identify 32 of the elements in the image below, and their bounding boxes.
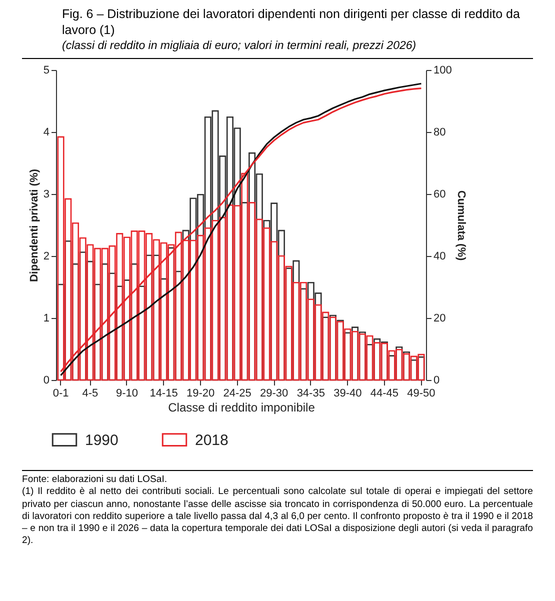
source-note: Fonte: elaborazioni su dati LOSaI. bbox=[22, 474, 168, 486]
x-tick-label: 39-40 bbox=[334, 388, 362, 400]
x-tick-label: 9-10 bbox=[116, 388, 138, 400]
x-tick-label: 29-30 bbox=[260, 388, 288, 400]
text: (1) Il reddito è al netto dei contributi sociali. Le percentuali sono calcolate sul totale di operai e impiegati del settore privato per ciascun anno, nonostante l’asse delle ascisse sia troncato in corrispondenza di 50.000 euro. La percentuale di lavoratori con reddito superiore a tale livello passa dal 4,3 al 6,0 per cento. Il confronto proposto è tra il 1990 e il 2018 – e non tra il 1990 e il 2026 – data la copertura temporale dei dati LOSaI a disposizione degli autori (si veda il paragrafo 2). bbox=[22, 486, 533, 548]
x-tick-label: 19-20 bbox=[186, 388, 215, 400]
y-tick-label: 2 bbox=[43, 250, 50, 262]
x-tick-label: 44-45 bbox=[370, 388, 399, 400]
x-tick-label: 49-50 bbox=[407, 388, 436, 400]
y2-tick-label: 80 bbox=[434, 126, 446, 138]
x-tick-label: 24-25 bbox=[223, 388, 252, 400]
y-tick-label: 1 bbox=[43, 312, 50, 324]
y2-axis-title: Cumulata (%) bbox=[454, 190, 467, 261]
x-tick-label: 14-15 bbox=[150, 388, 178, 400]
chart-subtitle: (classi di reddito in migliaia di euro; valori in termini reali, prezzi 2026) bbox=[62, 39, 418, 54]
y-tick-label: 5 bbox=[43, 64, 50, 76]
y2-tick-label: 40 bbox=[434, 250, 446, 262]
y2-tick-label: 60 bbox=[434, 188, 446, 200]
y-tick-label: 0 bbox=[43, 374, 50, 386]
legend-label: 1990 bbox=[85, 432, 118, 449]
y2-tick-label: 100 bbox=[434, 64, 452, 76]
x-axis-title: Classe di reddito imponibile bbox=[168, 400, 316, 414]
x-tick-label: 4-5 bbox=[82, 388, 98, 400]
y2-tick-label: 20 bbox=[434, 312, 446, 324]
x-tick-label: 0-1 bbox=[52, 388, 69, 400]
legend-label: 2018 bbox=[195, 432, 228, 449]
y-tick-label: 4 bbox=[43, 126, 50, 138]
x-tick-label: 34-35 bbox=[296, 388, 325, 400]
y-tick-label: 3 bbox=[43, 188, 50, 200]
chart-title: Fig. 6 – Distribuzione dei lavoratori dipendenti non dirigenti per classe di reddito da lavoro (1) bbox=[62, 6, 521, 38]
y2-tick-label: 0 bbox=[434, 374, 440, 386]
y-axis-title: Dipendenti privati (%) bbox=[28, 168, 40, 282]
